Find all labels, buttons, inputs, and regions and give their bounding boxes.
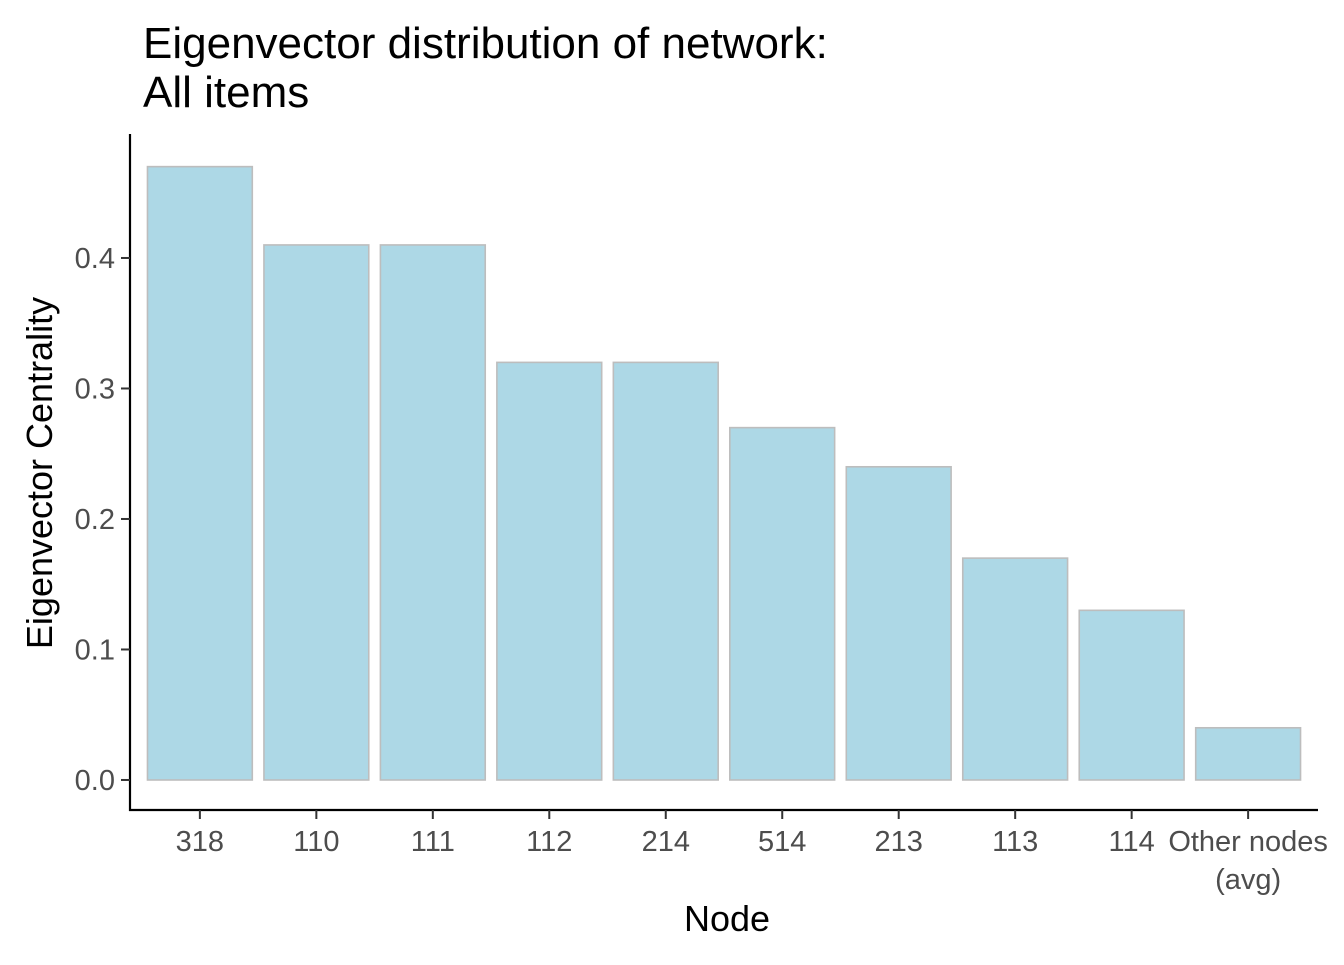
bar-6 (845, 465, 952, 781)
x-tick-label-line: (avg) (1215, 864, 1281, 896)
x-tick-label-line: 111 (411, 826, 455, 858)
bar-7 (961, 557, 1069, 781)
y-tick-label-4: 0.4 (75, 243, 115, 275)
x-tick-label-line: 113 (992, 826, 1038, 858)
chart-title-line-1: Eigenvector distribution of network: (143, 19, 828, 68)
chart-title-line-2: All items (143, 68, 309, 117)
x-tick-label-line: 214 (642, 826, 690, 858)
y-axis-title: Eigenvector Centrality (19, 297, 60, 649)
x-tick-label-0: 318 (176, 826, 224, 858)
y-tick-label-1: 0.1 (75, 634, 115, 666)
bar-0 (146, 165, 254, 781)
x-tick-label-4: 214 (642, 826, 690, 858)
x-tick-label-1: 110 (293, 826, 339, 858)
x-tick-label-7: 113 (992, 826, 1038, 858)
bar-9 (1194, 726, 1302, 781)
bar-4 (612, 361, 719, 781)
bar-3 (496, 361, 603, 781)
x-tick-label-5: 514 (758, 826, 806, 858)
x-axis-title: Node (684, 898, 770, 939)
y-tick-label-3: 0.3 (75, 373, 115, 405)
bar-1 (263, 244, 370, 781)
x-tick-label-3: 112 (526, 826, 572, 858)
x-tick-label-line: 114 (1109, 826, 1155, 858)
bar-5 (729, 426, 836, 781)
x-axis: 318 110 111 112 214 514 213 113 114 Other nodes (a… (129, 808, 1328, 896)
x-tick-label-6: 213 (875, 826, 923, 858)
y-axis: 0.0 0.1 0.2 0.3 0.4 (75, 134, 132, 811)
bar-8 (1078, 609, 1185, 781)
x-tick-label-line: 110 (293, 826, 339, 858)
bars-group (146, 165, 1302, 781)
y-tick-label-0: 0.0 (75, 765, 115, 797)
x-tick-label-line: 514 (758, 826, 806, 858)
bar-2 (379, 244, 487, 781)
x-tick-label-line: 112 (526, 826, 572, 858)
x-tick-label-line: 213 (875, 826, 923, 858)
y-tick-label-2: 0.2 (75, 504, 115, 536)
x-tick-label-line: 318 (176, 826, 224, 858)
chart-title: Eigenvector distribution of network: All… (143, 19, 828, 117)
x-tick-label-line: Other nodes (1168, 826, 1328, 858)
x-tick-label-9: Other nodes (avg) (1168, 826, 1328, 896)
x-tick-label-2: 111 (411, 826, 455, 858)
x-tick-label-8: 114 (1109, 826, 1155, 858)
